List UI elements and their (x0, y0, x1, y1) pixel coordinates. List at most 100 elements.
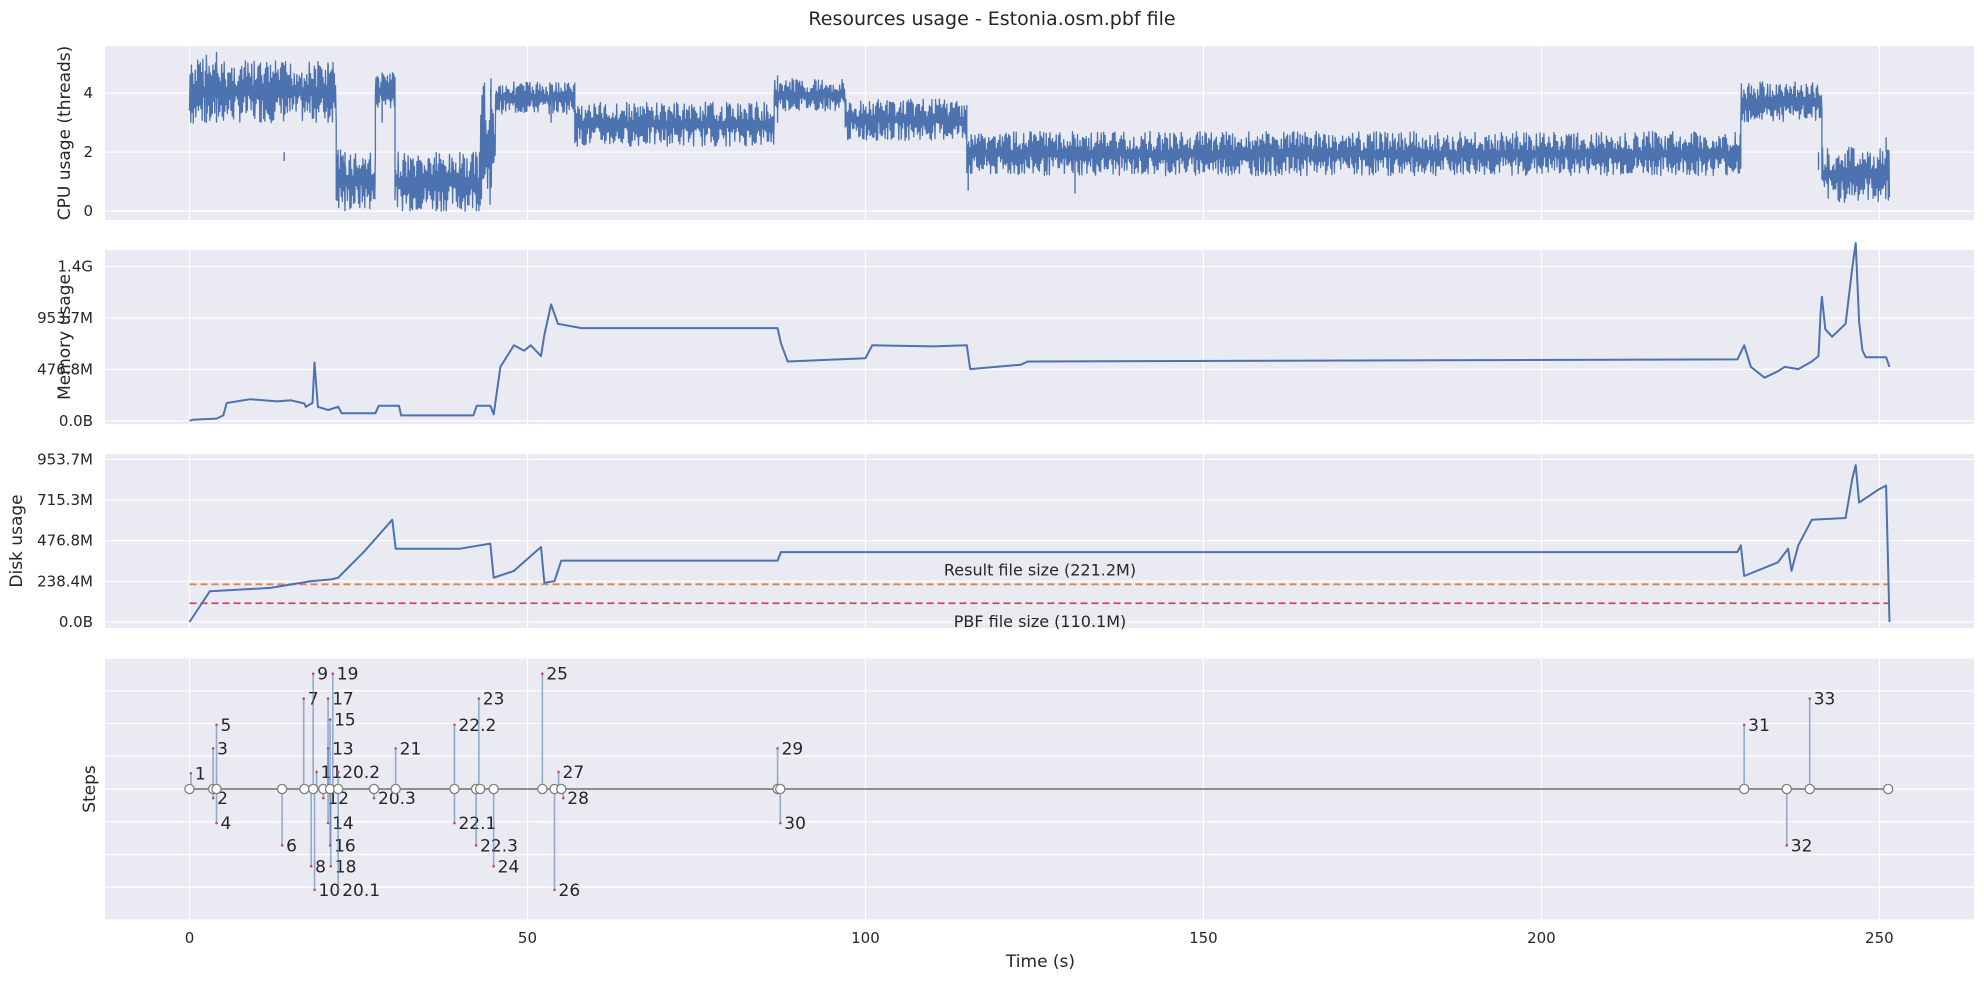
step-label: 10 (319, 881, 341, 901)
step-tip (453, 821, 456, 825)
step-tip (215, 723, 218, 727)
step-marker (1804, 783, 1815, 795)
step-label: 18 (335, 857, 357, 877)
step-tip (215, 821, 218, 825)
step-tip (311, 672, 315, 676)
disk-ytick-label: 238.4M (37, 572, 93, 590)
step-marker (390, 783, 401, 795)
step-tip (372, 796, 376, 800)
xtick-label: 150 (1189, 929, 1218, 947)
step-label: 21 (400, 739, 422, 759)
xtick-label: 200 (1527, 929, 1556, 947)
memory-ytick-label: 0.0B (59, 412, 93, 430)
step-marker (332, 783, 344, 795)
step-label: 5 (221, 716, 232, 736)
step-tip (394, 747, 397, 750)
step-tip (1742, 723, 1746, 727)
memory-ytick-label: 953.7M (37, 309, 93, 327)
step-marker (184, 783, 195, 795)
cpu-panel: 0 2 4 CPU usage (threads) (55, 46, 1974, 221)
memory-ytick-label: 1.4G (58, 258, 93, 276)
step-label: 3 (217, 739, 228, 759)
xtick-label: 0 (185, 929, 195, 947)
step-label: 20.3 (378, 789, 416, 809)
step-label: 22.3 (480, 836, 518, 856)
step-tip (541, 672, 544, 676)
step-label: 27 (563, 763, 585, 783)
step-tip (280, 844, 284, 847)
cpu-ytick-label: 4 (83, 84, 93, 102)
step-label: 17 (332, 690, 354, 710)
step-tip (326, 697, 330, 700)
step-tip (778, 821, 782, 825)
x-axis-label: Time (s) (1005, 952, 1075, 972)
step-label: 15 (334, 711, 356, 731)
step-label: 14 (332, 814, 354, 834)
step-label: 16 (334, 836, 356, 856)
step-tip (331, 672, 335, 676)
step-marker (488, 783, 499, 795)
step-tip (561, 796, 565, 800)
step-tip (492, 864, 495, 868)
step-marker (474, 783, 486, 795)
step-tip (322, 796, 325, 800)
step-label: 25 (546, 665, 568, 685)
steps-ylabel: Steps (80, 765, 100, 813)
step-label: 19 (337, 665, 359, 685)
cpu-ytick-label: 2 (83, 143, 93, 161)
step-tip (211, 796, 215, 800)
step-marker (775, 783, 786, 795)
step-tip (309, 864, 313, 868)
step-tip (474, 844, 478, 847)
cpu-usage-line (188, 58, 1891, 212)
step-label: 13 (332, 739, 354, 759)
step-label: 6 (286, 836, 297, 856)
step-label: 33 (1814, 690, 1836, 710)
step-label: 22.1 (458, 814, 496, 834)
disk-hline-label-0: Result file size (221.2M) (944, 560, 1136, 579)
step-tip (315, 770, 318, 774)
step-label: 11 (321, 763, 343, 783)
step-marker (556, 783, 567, 795)
step-label: 22.2 (458, 716, 496, 736)
disk-ytick-label: 953.7M (37, 450, 93, 468)
step-tip (477, 697, 481, 700)
disk-ytick-label: 0.0B (59, 613, 93, 631)
xtick-label: 250 (1865, 929, 1894, 947)
step-tip (302, 697, 306, 700)
step-label: 30 (784, 814, 806, 834)
step-label: 20.2 (342, 763, 380, 783)
step-tip (776, 747, 779, 750)
xtick-label: 50 (518, 929, 537, 947)
step-tip (453, 723, 456, 727)
step-marker (299, 783, 310, 795)
step-marker (449, 783, 460, 795)
cpu-ylabel: CPU usage (threads) (55, 46, 75, 221)
disk-panel: 0.0B 238.4M 476.8M 715.3M 953.7M Disk usage Re… (7, 450, 1974, 631)
step-label: 2 (217, 789, 228, 809)
step-label: 24 (498, 857, 520, 877)
step-marker (537, 783, 548, 795)
step-label: 1 (195, 764, 206, 784)
step-tip (557, 770, 560, 774)
memory-usage-line (189, 242, 1891, 422)
memory-ylabel: Memory usage (55, 274, 75, 400)
step-marker (368, 783, 380, 795)
step-tip (336, 770, 340, 774)
step-label: 28 (567, 789, 589, 809)
disk-ylabel: Disk usage (7, 494, 27, 587)
disk-usage-line (188, 464, 1891, 623)
step-tip (336, 888, 340, 892)
step-tip (1808, 697, 1812, 700)
cpu-ytick-label: 0 (83, 202, 93, 220)
step-label: 31 (1748, 716, 1770, 736)
step-label: 26 (559, 881, 581, 901)
disk-ytick-label: 715.3M (37, 491, 93, 509)
step-marker (1882, 783, 1894, 795)
step-tip (553, 888, 556, 892)
step-tip (329, 864, 333, 868)
step-label: 9 (317, 665, 328, 685)
memory-plot-area (105, 250, 1974, 424)
step-marker (276, 783, 288, 795)
